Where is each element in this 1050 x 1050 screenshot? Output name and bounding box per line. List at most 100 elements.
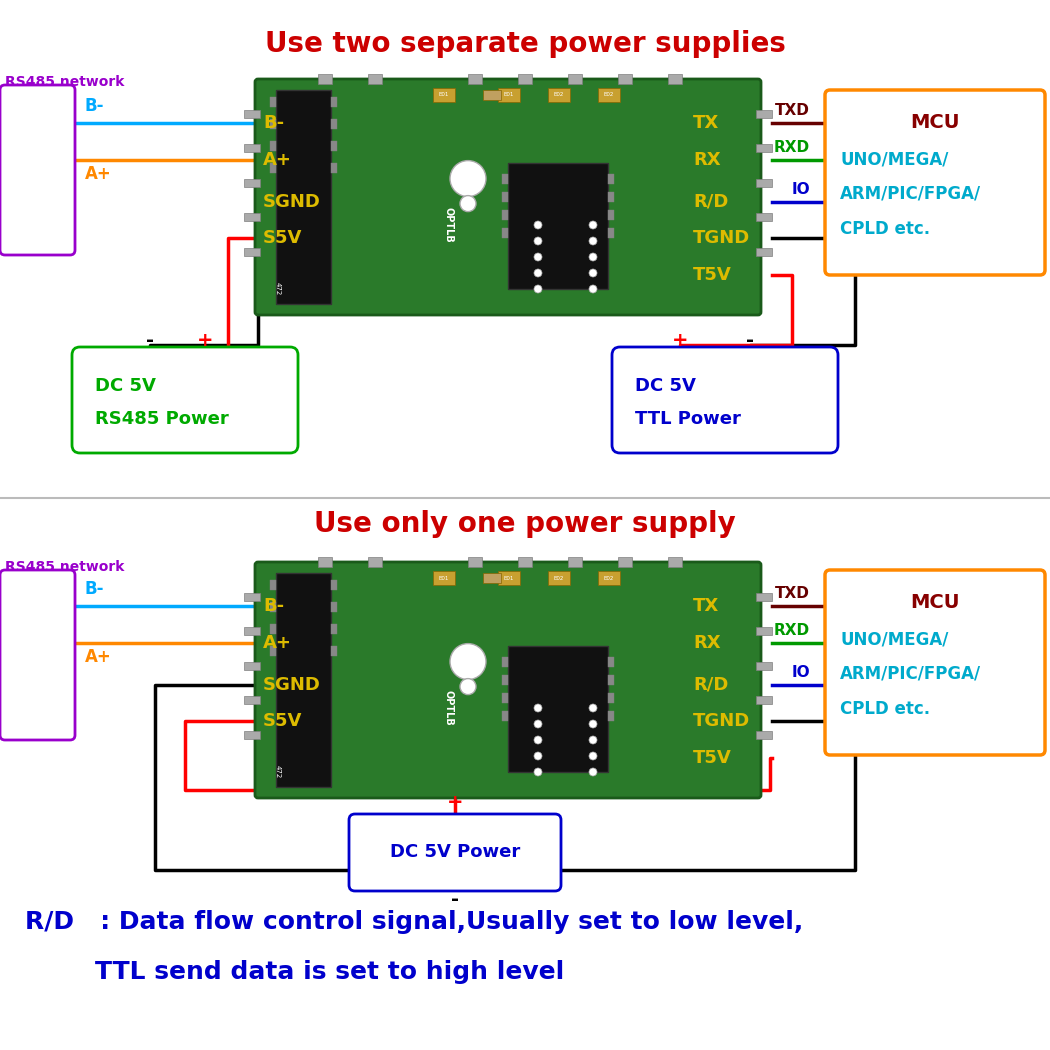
Circle shape [589, 768, 597, 776]
FancyBboxPatch shape [612, 346, 838, 453]
Text: MCU: MCU [910, 593, 960, 612]
Text: TGND: TGND [693, 712, 751, 731]
Text: IO: IO [792, 182, 810, 196]
Text: E01: E01 [439, 92, 449, 98]
Bar [276, 90, 331, 304]
Circle shape [534, 285, 542, 293]
Text: DC 5V Power: DC 5V Power [390, 843, 520, 861]
FancyBboxPatch shape [825, 570, 1045, 755]
Circle shape [450, 644, 486, 679]
Bar [331, 141, 337, 151]
Bar [331, 624, 337, 634]
Bar [598, 571, 620, 585]
Circle shape [450, 161, 486, 196]
Circle shape [534, 720, 542, 728]
FancyBboxPatch shape [72, 346, 298, 453]
Bar [270, 624, 276, 634]
Bar [270, 97, 276, 107]
Text: CPLD etc.: CPLD etc. [840, 700, 930, 718]
Text: B-: B- [85, 581, 105, 598]
Text: E02: E02 [553, 92, 564, 98]
Bar [331, 580, 337, 590]
Bar [568, 556, 582, 567]
Circle shape [589, 704, 597, 712]
Text: +: + [672, 331, 688, 350]
Bar [756, 627, 772, 635]
Bar [483, 90, 501, 100]
Text: -: - [146, 331, 154, 350]
Bar [608, 675, 614, 685]
Text: Use only one power supply: Use only one power supply [314, 510, 736, 538]
Text: TXD: TXD [775, 103, 810, 119]
Bar [756, 178, 772, 187]
Bar [608, 711, 614, 721]
Circle shape [589, 237, 597, 245]
Bar [368, 74, 382, 84]
Text: Use two separate power supplies: Use two separate power supplies [265, 30, 785, 58]
Bar [608, 693, 614, 704]
Bar [668, 556, 682, 567]
Bar [498, 88, 520, 102]
Text: RXD: RXD [774, 141, 810, 155]
Bar [244, 144, 260, 152]
Text: T5V: T5V [693, 750, 732, 768]
Text: CPLD etc.: CPLD etc. [840, 220, 930, 238]
Bar [756, 592, 772, 601]
Bar [270, 141, 276, 151]
Bar [502, 192, 508, 202]
Bar [508, 646, 608, 772]
Text: RXD: RXD [774, 624, 810, 638]
Bar [331, 97, 337, 107]
Text: RS485 Power: RS485 Power [94, 410, 229, 428]
Bar [318, 74, 332, 84]
Text: E01: E01 [504, 92, 514, 98]
Circle shape [589, 752, 597, 760]
Text: TTL send data is set to high level: TTL send data is set to high level [25, 960, 564, 984]
Bar [756, 731, 772, 738]
Circle shape [534, 752, 542, 760]
Circle shape [534, 269, 542, 277]
Bar [331, 119, 337, 129]
Text: TX: TX [693, 597, 719, 615]
Bar [276, 573, 331, 788]
Bar [433, 571, 455, 585]
Text: A+: A+ [262, 634, 292, 652]
Bar [618, 74, 632, 84]
Bar [568, 74, 582, 84]
Bar [368, 556, 382, 567]
Bar [508, 163, 608, 289]
Circle shape [589, 253, 597, 261]
Text: UNO/MEGA/: UNO/MEGA/ [840, 150, 948, 168]
Bar [668, 74, 682, 84]
Text: RX: RX [693, 151, 720, 169]
Circle shape [534, 253, 542, 261]
Bar [502, 693, 508, 704]
Bar [502, 174, 508, 184]
Text: B-: B- [262, 597, 285, 615]
Text: 472: 472 [275, 282, 281, 296]
FancyBboxPatch shape [825, 90, 1045, 275]
Text: UNO/MEGA/: UNO/MEGA/ [840, 630, 948, 648]
Circle shape [534, 704, 542, 712]
Bar [618, 556, 632, 567]
Text: S5V: S5V [262, 229, 302, 248]
Circle shape [534, 768, 542, 776]
Bar [270, 602, 276, 612]
Bar [468, 556, 482, 567]
Bar [548, 88, 570, 102]
Text: SGND: SGND [262, 675, 321, 694]
FancyBboxPatch shape [349, 814, 561, 891]
Text: DC 5V: DC 5V [635, 377, 696, 395]
Text: E01: E01 [504, 575, 514, 581]
Bar [502, 675, 508, 685]
Bar [498, 571, 520, 585]
Text: 472: 472 [275, 765, 281, 779]
Text: TX: TX [693, 114, 719, 132]
Bar [608, 210, 614, 220]
Bar [756, 248, 772, 255]
Bar [244, 178, 260, 187]
Text: E02: E02 [553, 575, 564, 581]
Text: T5V: T5V [693, 267, 732, 285]
Text: E01: E01 [439, 575, 449, 581]
Bar [518, 556, 532, 567]
